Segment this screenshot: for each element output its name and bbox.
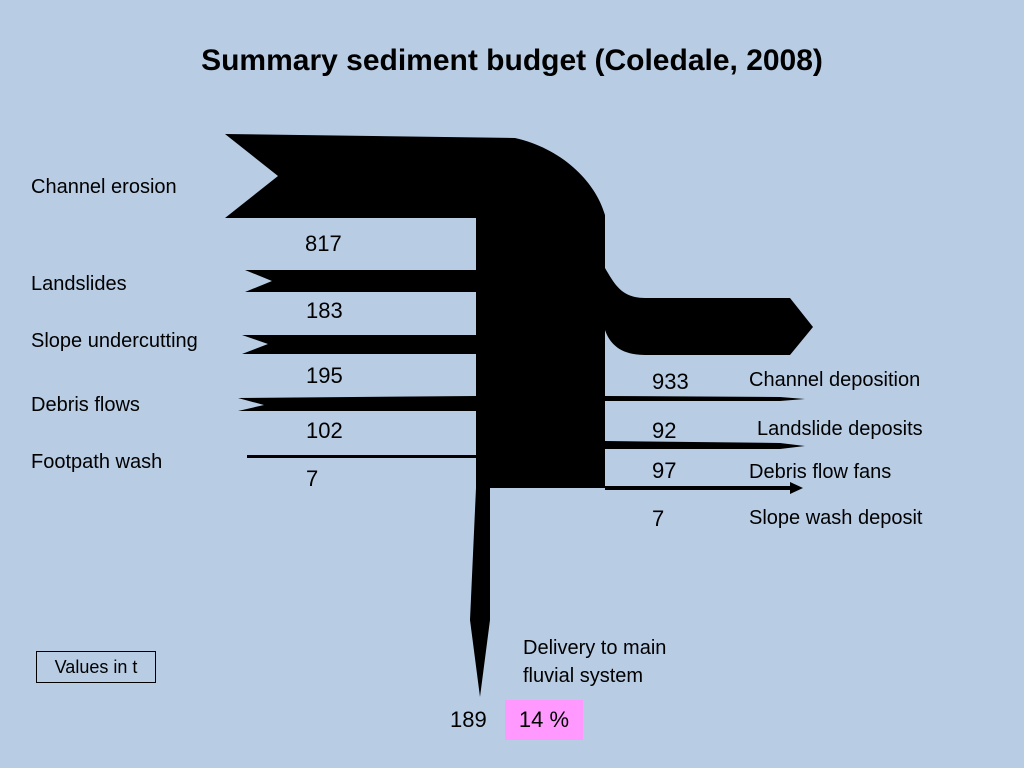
- value-channel-erosion: 817: [305, 231, 342, 256]
- delivery-label-line2: fluvial system: [523, 665, 644, 687]
- value-delivery: 189: [450, 707, 487, 732]
- value-footpath-wash: 7: [306, 466, 319, 491]
- flow-debris-flow-fans: [605, 482, 803, 494]
- flow-debris-flows: [238, 396, 476, 411]
- delivery-label-line1: Delivery to main: [523, 637, 667, 659]
- value-slope-undercutting: 195: [306, 363, 343, 388]
- label-debris-flow-fans: Debris flow fans: [749, 461, 892, 483]
- flow-channel-deposition: [605, 396, 805, 401]
- flow-footpath-wash: [247, 455, 476, 458]
- label-debris-flows: Debris flows: [31, 394, 140, 416]
- label-slope-wash-deposit: Slope wash deposit: [749, 507, 923, 529]
- flow-landslide-deposits: [605, 441, 805, 449]
- label-footpath-wash: Footpath wash: [31, 451, 163, 473]
- delivery-label: Delivery to main fluvial system: [523, 634, 666, 690]
- value-slope-wash-deposit: 7: [652, 506, 665, 531]
- diagram-title: Summary sediment budget (Coledale, 2008): [201, 44, 823, 77]
- value-landslides: 183: [306, 298, 343, 323]
- flow-trunk: [470, 218, 605, 697]
- label-channel-deposition: Channel deposition: [749, 369, 921, 391]
- flow-landslides: [245, 270, 476, 292]
- value-channel-deposition: 933: [652, 369, 689, 394]
- label-landslide-deposits: Landslide deposits: [757, 418, 923, 440]
- units-note: Values in t: [36, 651, 156, 683]
- delivery-percent-badge: 14 %: [505, 700, 583, 740]
- label-landslides: Landslides: [31, 273, 127, 295]
- value-landslide-deposits: 92: [652, 418, 677, 443]
- value-debris-flows: 102: [306, 418, 343, 443]
- flow-slope-undercutting: [242, 335, 476, 354]
- value-debris-flow-fans: 97: [652, 458, 677, 483]
- label-channel-erosion: Channel erosion: [31, 176, 177, 198]
- label-slope-undercutting: Slope undercutting: [31, 330, 198, 352]
